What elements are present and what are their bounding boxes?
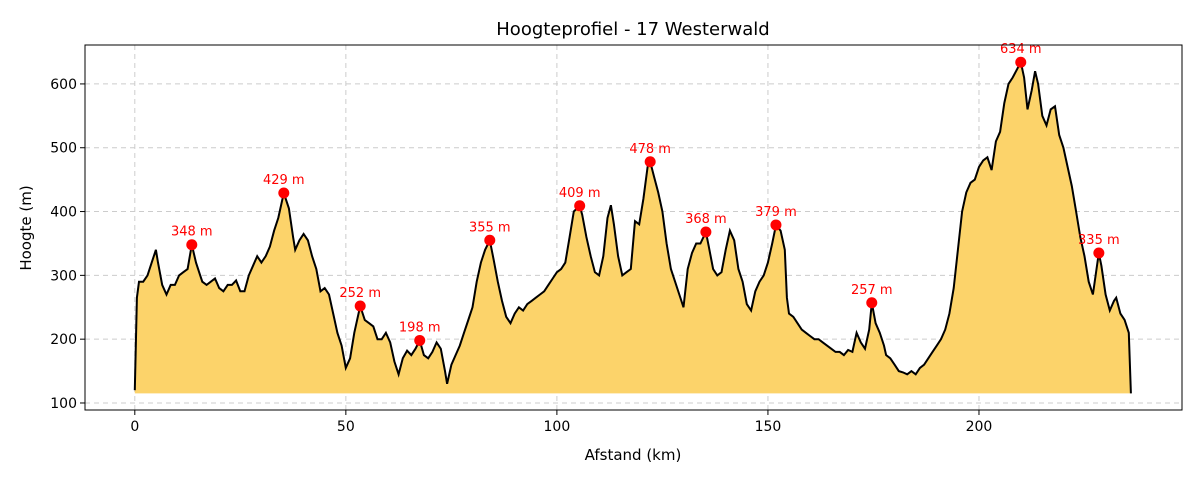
peak-label: 478 m [629, 142, 671, 157]
peak-markers: 348 m 429 m 252 m 198 m 355 m 409 m 478 m 368 m… [171, 42, 1120, 346]
elevation-line [133, 59, 1132, 394]
x-tick-label: 100 [544, 419, 571, 435]
elevation-area [134, 62, 1131, 394]
y-tick-label: 200 [50, 332, 77, 348]
peak-marker [574, 200, 586, 212]
x-tick-label: 150 [755, 419, 782, 435]
peak-marker [644, 156, 656, 168]
plot-frame [84, 44, 1183, 411]
peak-marker [1015, 56, 1027, 68]
x-tick-label: 200 [966, 419, 993, 435]
peak-marker [414, 334, 426, 346]
axis-ticks: 0 50 100 150 200 100 200 300 400 500 600 [50, 77, 992, 435]
peak-label: 368 m [685, 212, 727, 227]
peak-label: 429 m [263, 173, 305, 188]
peak-marker [1093, 247, 1105, 259]
peak-label: 335 m [1078, 233, 1120, 248]
peak-marker [278, 187, 290, 199]
peak-label: 348 m [171, 225, 213, 240]
peak-label: 198 m [399, 320, 441, 335]
y-tick-label: 600 [50, 77, 77, 93]
peak-marker [700, 226, 712, 238]
peak-marker [484, 234, 496, 246]
peak-marker [186, 239, 198, 251]
peak-label: 355 m [469, 220, 511, 235]
y-tick-label: 500 [50, 141, 77, 157]
peak-label: 257 m [851, 283, 893, 298]
peak-marker [770, 219, 782, 231]
y-tick-label: 100 [50, 396, 77, 412]
peak-label: 379 m [755, 205, 797, 220]
peak-marker [354, 300, 366, 312]
peak-label: 409 m [559, 186, 601, 201]
chart-title: Hoogteprofiel - 17 Westerwald [496, 19, 769, 40]
y-tick-label: 300 [50, 268, 77, 284]
x-tick-label: 0 [130, 419, 139, 435]
peak-label: 252 m [339, 286, 381, 301]
peak-label: 634 m [1000, 42, 1042, 57]
peak-marker [866, 297, 878, 309]
x-axis-label: Afstand (km) [585, 446, 682, 464]
y-axis-label: Hoogte (m) [17, 185, 35, 270]
y-tick-label: 400 [50, 205, 77, 221]
x-tick-label: 50 [337, 419, 355, 435]
